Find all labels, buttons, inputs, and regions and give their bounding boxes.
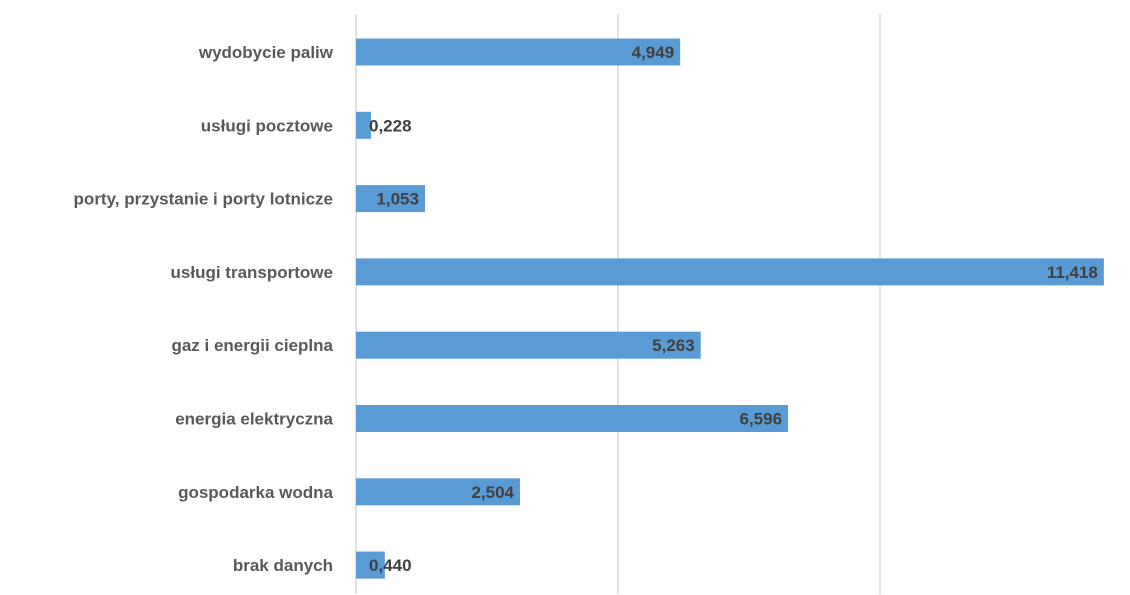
value-label-5: 6,596: [739, 410, 782, 429]
category-label-4: gaz i energii cieplna: [171, 336, 333, 355]
category-labels: wydobycie paliw usługi pocztowe porty, prz…: [74, 43, 334, 575]
bar-4: [356, 331, 701, 359]
value-label-4: 5,263: [652, 336, 695, 355]
value-label-3: 11,418: [1047, 263, 1098, 282]
bar-5: [356, 405, 789, 432]
bar-3: [356, 258, 1104, 286]
value-label-6: 2,504: [471, 483, 514, 502]
category-label-0: wydobycie paliw: [198, 43, 334, 62]
category-label-1: usługi pocztowe: [201, 116, 333, 135]
bar-2: [356, 185, 425, 213]
bars: [356, 38, 1104, 579]
category-label-6: gospodarka wodna: [178, 483, 333, 502]
bar-7: [356, 551, 385, 579]
category-label-5: energia elektryczna: [175, 410, 333, 429]
category-label-7: brak danych: [233, 556, 333, 575]
category-label-2: porty, przystanie i porty lotnicze: [74, 190, 333, 209]
value-label-2: 1,053: [376, 190, 419, 209]
value-label-0: 4,949: [632, 43, 675, 62]
category-label-3: usługi transportowe: [171, 263, 333, 282]
value-labels: 4,949 0,228 1,053 11,418 5,263 6,596 2,504 0,44…: [369, 43, 1098, 575]
value-label-1: 0,228: [369, 116, 412, 135]
bar-6: [356, 478, 521, 506]
bar-1: [356, 111, 371, 139]
value-label-7: 0,440: [369, 556, 412, 575]
bar-0: [356, 38, 681, 66]
gridlines: [355, 14, 881, 594]
